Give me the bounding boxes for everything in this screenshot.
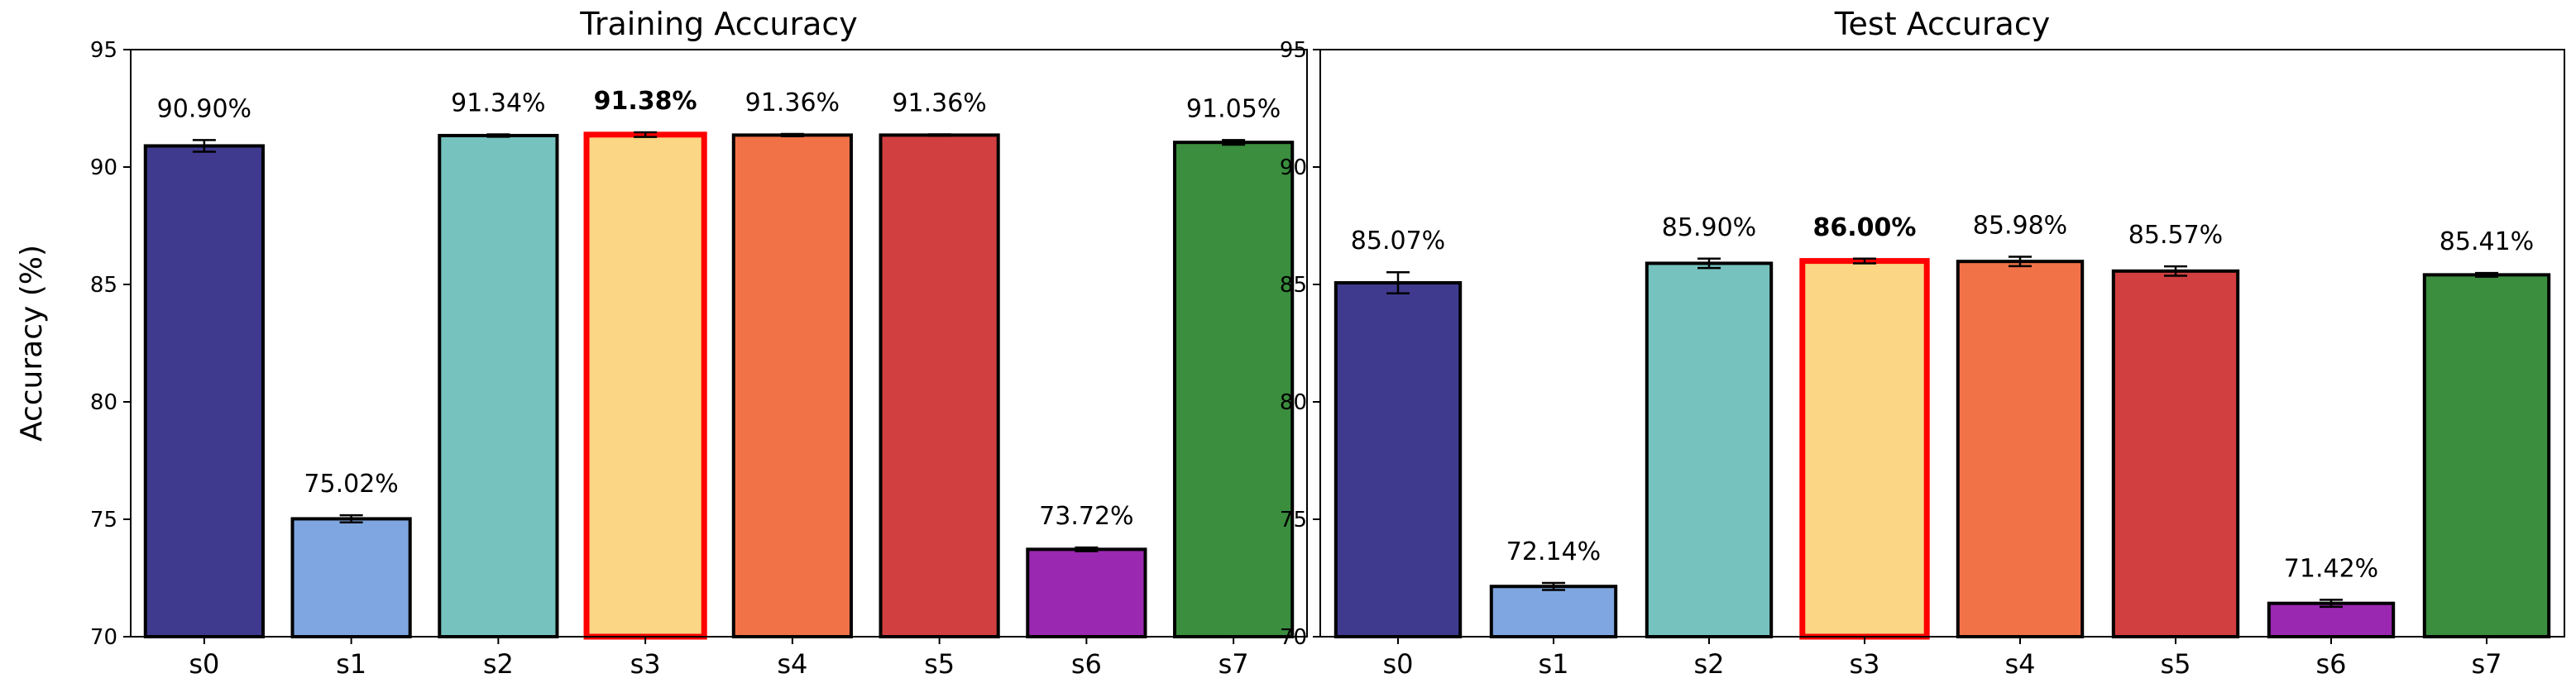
test-y-tick-label: 75 — [1280, 508, 1307, 533]
train-x-tick-label: s2 — [483, 648, 514, 680]
test-x-tick-label: s3 — [1849, 648, 1879, 680]
train-bar-s7 — [1173, 141, 1295, 638]
train-data-label: 91.34% — [451, 89, 545, 118]
train-bar-s5 — [879, 133, 1000, 639]
test-data-label: 85.41% — [2440, 227, 2534, 256]
train-data-label: 91.36% — [892, 89, 986, 118]
test-data-label: 85.57% — [2128, 221, 2223, 250]
test-y-tick-label: 95 — [1280, 38, 1307, 63]
test-axes-frame — [1319, 49, 2565, 638]
test-x-tick-label: s0 — [1382, 648, 1413, 680]
test-data-label: 71.42% — [2284, 554, 2378, 583]
test-bar-s3 — [1799, 258, 1930, 640]
train-x-tick-label: s3 — [630, 648, 661, 680]
train-chart-title: Training Accuracy — [579, 6, 858, 42]
train-data-label: 73.72% — [1039, 502, 1133, 531]
test-data-label: 85.90% — [1662, 213, 1756, 242]
train-bar-s3 — [583, 131, 707, 640]
train-x-tick-label: s6 — [1071, 648, 1102, 680]
test-x-tick-label: s6 — [2315, 648, 2346, 680]
test-bar-s5 — [2111, 269, 2240, 638]
test-data-label: 85.07% — [1351, 227, 1445, 256]
test-x-tick-label: s1 — [1538, 648, 1568, 680]
train-y-axis-label: Accuracy (%) — [15, 245, 49, 442]
training-accuracy-panel: Training Accuracy Accuracy (%) 70 75 80 85 90 9… — [15, 6, 1308, 680]
test-y-tick-label: 85 — [1280, 273, 1307, 298]
train-bar-s4 — [731, 133, 853, 639]
train-x-tick-label: s0 — [189, 648, 219, 680]
train-bar-s2 — [438, 133, 559, 639]
test-bar-s6 — [2267, 601, 2396, 638]
test-y-tick-label: 70 — [1280, 625, 1307, 650]
test-y-tick-label: 90 — [1280, 155, 1307, 180]
test-data-label: 86.00% — [1813, 213, 1917, 242]
train-bar-s0 — [143, 144, 265, 638]
test-x-tick-label: s7 — [2471, 648, 2502, 680]
test-x-tick-label: s4 — [2004, 648, 2035, 680]
train-data-label: 90.90% — [157, 94, 251, 123]
test-data-label: 85.98% — [1973, 211, 2067, 240]
test-bar-s7 — [2422, 273, 2551, 638]
train-y-tick-label: 90 — [90, 155, 117, 180]
test-bar-s0 — [1333, 281, 1463, 638]
test-data-label: 72.14% — [1506, 537, 1601, 566]
train-y-tick-label: 70 — [90, 625, 117, 650]
train-x-tick-label: s7 — [1219, 648, 1249, 680]
test-accuracy-panel: Test Accuracy 70 75 80 85 90 95 85.07% s0 72.14% s… — [1280, 6, 2565, 680]
test-y-tick-label: 80 — [1280, 390, 1307, 415]
train-y-tick-label: 80 — [90, 390, 117, 415]
train-y-tick-label: 85 — [90, 273, 117, 298]
train-data-label: 91.05% — [1186, 94, 1281, 123]
test-x-tick-label: s2 — [1693, 648, 1724, 680]
train-x-tick-label: s5 — [924, 648, 955, 680]
test-bar-s4 — [1956, 260, 2085, 638]
test-bar-s1 — [1489, 585, 1618, 638]
train-axes-frame — [130, 49, 1308, 638]
test-x-tick-label: s5 — [2160, 648, 2191, 680]
test-bar-s2 — [1645, 261, 1774, 638]
train-bar-s6 — [1026, 547, 1147, 638]
train-data-label: 75.02% — [304, 470, 398, 499]
train-bar-s1 — [290, 517, 412, 638]
train-x-tick-label: s4 — [777, 648, 807, 680]
train-x-tick-label: s1 — [336, 648, 366, 680]
train-y-tick-label: 75 — [90, 508, 117, 533]
train-data-label: 91.38% — [594, 87, 697, 116]
train-y-tick-label: 95 — [90, 38, 117, 63]
train-data-label: 91.36% — [745, 88, 840, 117]
test-chart-title: Test Accuracy — [1834, 6, 2050, 42]
